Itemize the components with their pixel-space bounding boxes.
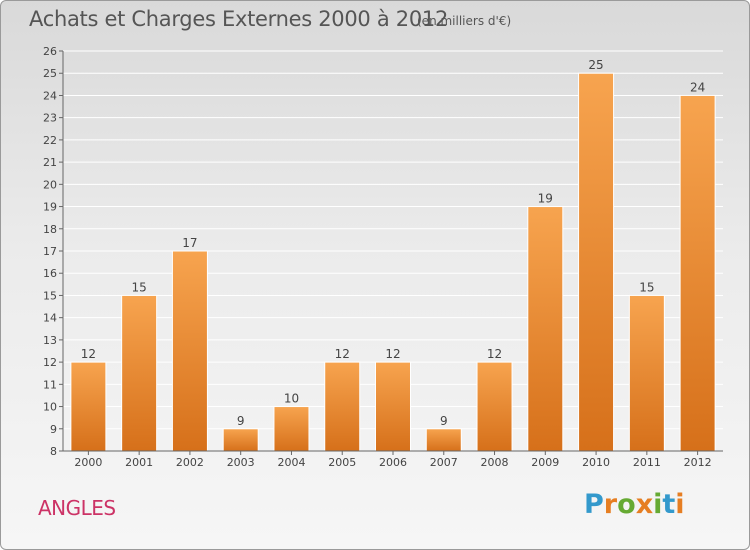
x-tick-label: 2006 bbox=[379, 456, 407, 469]
x-tick-label: 2010 bbox=[582, 456, 610, 469]
bar-value-label: 15 bbox=[639, 280, 654, 294]
bar bbox=[375, 361, 411, 452]
y-tick-label: 11 bbox=[43, 378, 57, 391]
bar bbox=[121, 294, 158, 452]
bar bbox=[273, 406, 310, 452]
bar-value-label: 9 bbox=[237, 414, 245, 428]
bar-value-label: 10 bbox=[284, 392, 299, 406]
x-tick-label: 2008 bbox=[481, 456, 509, 469]
bars: 12 15 17 9 10 12 12 9 12 19 25 15 24 bbox=[70, 58, 716, 452]
bar-value-label: 25 bbox=[588, 58, 603, 72]
x-tick-label: 2004 bbox=[277, 456, 305, 469]
bar-value-label: 12 bbox=[487, 347, 502, 361]
y-tick-label: 15 bbox=[43, 289, 57, 302]
bar-value-label: 15 bbox=[132, 280, 147, 294]
y-tick-label: 24 bbox=[43, 89, 57, 102]
y-tick-label: 25 bbox=[43, 67, 57, 80]
x-tick-label: 2012 bbox=[684, 456, 712, 469]
y-tick-label: 23 bbox=[43, 112, 57, 125]
proxiti-logo[interactable]: Proxiti bbox=[584, 489, 685, 520]
x-tick-label: 2000 bbox=[74, 456, 102, 469]
x-tick-label: 2011 bbox=[633, 456, 661, 469]
bar bbox=[679, 94, 716, 452]
bar bbox=[171, 250, 208, 452]
y-tick-label: 22 bbox=[43, 134, 57, 147]
bar bbox=[324, 361, 361, 452]
bar bbox=[222, 428, 259, 452]
y-tick-label: 20 bbox=[43, 178, 57, 191]
bar-value-label: 12 bbox=[385, 347, 400, 361]
logo-letter: i bbox=[653, 489, 663, 520]
chart-title: Achats et Charges Externes 2000 à 2012 bbox=[29, 7, 449, 31]
x-tick-label: 2001 bbox=[125, 456, 153, 469]
bar bbox=[476, 361, 513, 452]
logo-letter: P bbox=[584, 489, 604, 520]
bar bbox=[578, 72, 615, 452]
bar-value-label: 9 bbox=[440, 414, 448, 428]
bar bbox=[70, 361, 107, 452]
logo-letter: t bbox=[662, 489, 676, 520]
y-tick-label: 8 bbox=[50, 445, 57, 458]
x-tick-label: 2009 bbox=[531, 456, 559, 469]
x-tick-label: 2005 bbox=[328, 456, 356, 469]
y-tick-label: 14 bbox=[43, 312, 57, 325]
bar-value-label: 17 bbox=[182, 236, 197, 250]
bar-value-label: 12 bbox=[335, 347, 350, 361]
x-tick-label: 2002 bbox=[176, 456, 204, 469]
bar bbox=[425, 428, 462, 452]
logo-letter: i bbox=[675, 489, 685, 520]
logo-letter: r bbox=[603, 489, 618, 520]
y-tick-label: 12 bbox=[43, 356, 57, 369]
x-tick-label: 2003 bbox=[227, 456, 255, 469]
bar bbox=[628, 294, 665, 452]
axes: 8 9 10 11 12 13 14 15 16 17 18 19 20 21 22 23 24 25 26 2000… bbox=[43, 45, 723, 469]
commune-name: ANGLES bbox=[38, 496, 116, 520]
logo-letter: x bbox=[635, 489, 654, 520]
logo-letter: o bbox=[617, 489, 636, 520]
y-tick-label: 9 bbox=[50, 423, 57, 436]
bar-value-label: 19 bbox=[538, 192, 553, 206]
y-tick-label: 26 bbox=[43, 45, 57, 58]
y-tick-label: 19 bbox=[43, 201, 57, 214]
y-tick-label: 21 bbox=[43, 156, 57, 169]
y-tick-label: 10 bbox=[43, 401, 57, 414]
bar-value-label: 24 bbox=[690, 80, 705, 94]
y-tick-label: 17 bbox=[43, 245, 57, 258]
y-tick-label: 16 bbox=[43, 267, 57, 280]
y-tick-label: 13 bbox=[43, 334, 57, 347]
bar-value-label: 12 bbox=[81, 347, 96, 361]
bar bbox=[527, 206, 564, 452]
chart-subtitle: (en milliers d'€) bbox=[417, 14, 512, 28]
x-tick-label: 2007 bbox=[430, 456, 458, 469]
y-tick-label: 18 bbox=[43, 223, 57, 236]
